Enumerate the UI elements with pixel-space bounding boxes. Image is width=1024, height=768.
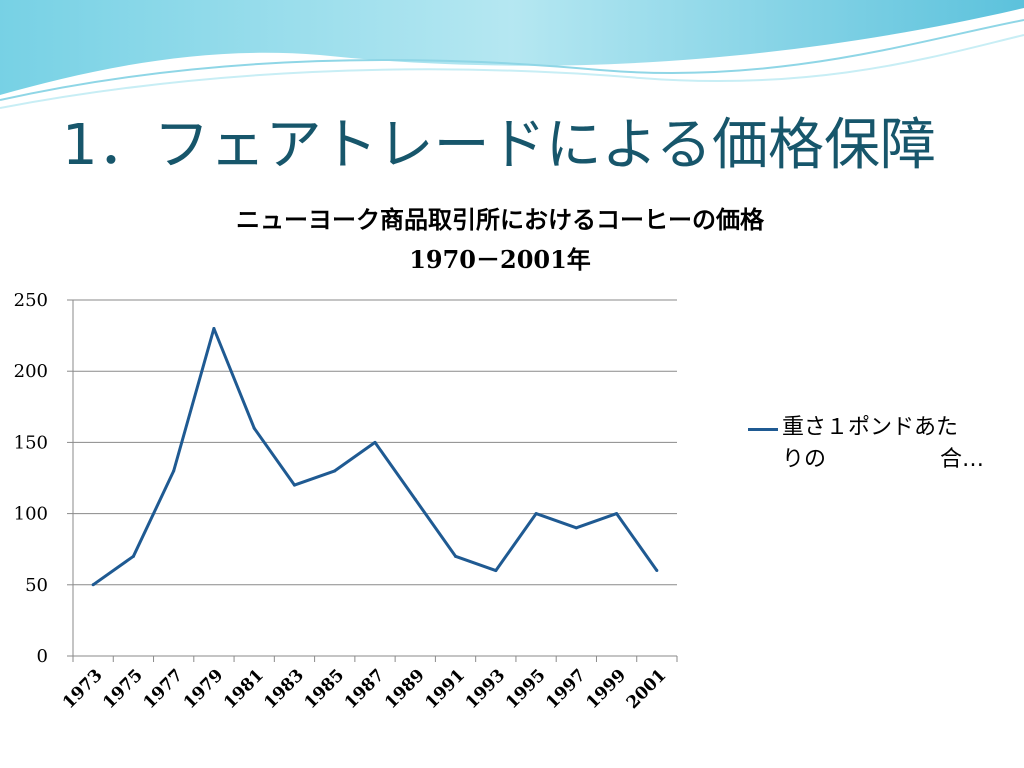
- slide-title: 1．フェアトレードによる価格保障: [62, 113, 936, 178]
- data-point: [574, 526, 578, 530]
- data-point: [534, 512, 538, 516]
- x-tick-label: 1973: [59, 665, 107, 713]
- x-tick-label: 1985: [301, 665, 349, 713]
- x-tick-label: 1987: [341, 665, 389, 713]
- data-point: [373, 440, 377, 444]
- data-point: [494, 569, 498, 573]
- data-point: [615, 512, 619, 516]
- y-tick-label: 100: [14, 504, 48, 525]
- decorative-header-waves: [0, 0, 1024, 109]
- x-tick-label: 1997: [542, 665, 590, 713]
- x-tick-label: 1983: [260, 665, 308, 713]
- data-point: [655, 569, 659, 573]
- data-point: [292, 483, 296, 487]
- x-tick-label: 1977: [140, 665, 188, 713]
- data-point: [252, 426, 256, 430]
- data-point: [91, 583, 95, 587]
- y-tick-label: 200: [14, 361, 48, 382]
- x-tick-label: 1993: [462, 665, 510, 713]
- data-point: [131, 554, 135, 558]
- x-tick-label: 1981: [220, 665, 268, 713]
- x-tick-label: 1999: [583, 665, 631, 713]
- data-point: [333, 469, 337, 473]
- x-tick-label: 1991: [421, 665, 469, 713]
- data-point: [172, 469, 176, 473]
- legend-line-swatch: [748, 428, 778, 431]
- legend-label-line2-left: りの: [782, 447, 827, 472]
- y-tick-label: 150: [14, 432, 48, 453]
- y-tick-label: 50: [25, 575, 48, 596]
- line-chart: 0501001502002501973197519771979198119831…: [14, 290, 678, 713]
- x-tick-label: 1995: [502, 665, 550, 713]
- legend-label-line2: りの 合…: [782, 444, 992, 476]
- legend-label-line2-right: 合…: [939, 447, 984, 472]
- chart-subtitle: 1970－2001年: [409, 245, 591, 274]
- data-point: [454, 554, 458, 558]
- series-line: [92, 327, 659, 587]
- x-tick-label: 1989: [381, 665, 429, 713]
- data-point: [413, 497, 417, 501]
- chart-title: ニューヨーク商品取引所におけるコーヒーの価格: [236, 206, 764, 234]
- x-tick-label: 1979: [180, 665, 228, 713]
- y-tick-label: 250: [14, 290, 48, 311]
- legend-label-line1: 重さ１ポンドあた: [782, 415, 959, 440]
- x-tick-label: 2001: [623, 665, 671, 713]
- x-tick-label: 1975: [99, 665, 147, 713]
- y-tick-label: 0: [37, 646, 48, 667]
- data-point: [212, 326, 216, 330]
